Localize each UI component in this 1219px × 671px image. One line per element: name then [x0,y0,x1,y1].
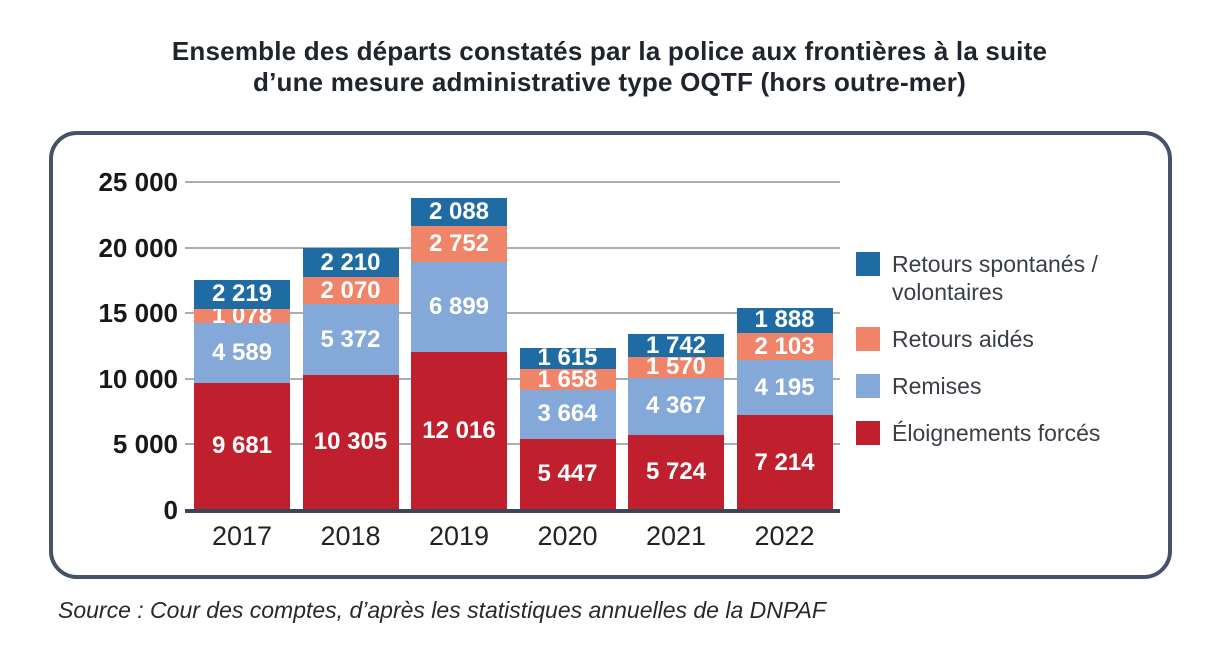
bar-value-label: 1 742 [645,331,707,359]
y-axis-label: 0 [163,495,178,525]
y-axis-label: 20 000 [98,232,178,263]
bar-segment: 5 447 [519,438,616,510]
bar-segment: 6 899 [411,261,507,353]
bar-value-label: 3 664 [537,400,598,428]
legend-swatch [856,327,880,351]
bar-value-label: 6 899 [428,293,490,321]
bar-segment: 2 752 [411,225,507,262]
gridline [185,312,840,315]
bar-segment: 1 658 [519,365,616,393]
bar-value-label: 9 681 [211,432,273,460]
bar-value-label: 4 589 [211,338,273,366]
bar-segment: 2 210 [302,248,399,278]
legend-item: Remises [856,372,1162,400]
legend-item: Retours aidés [856,325,1162,353]
chart-title-line1: Ensemble des départs constatés par la po… [171,36,1048,66]
x-axis-label: 2018 [320,521,381,551]
bar-value-label: 12 016 [422,417,496,445]
bar-value-label: 2 070 [320,276,381,304]
bar-value-label: 1 615 [537,344,598,372]
chart-title: Ensemble des départs constatés par la po… [0,36,1219,98]
legend-label: Remises [892,373,982,399]
bar-value-label: 2 752 [428,229,490,257]
bar-value-label: 5 372 [320,325,381,353]
bar-value-label: 1 888 [754,306,815,334]
bar-segment: 1 742 [628,331,724,359]
bar-segment: 2 219 [194,279,290,309]
y-axis-label: 5 000 [112,429,178,460]
bar-segment: 4 367 [628,377,724,435]
bar-segment: 10 305 [302,374,399,510]
bar-segment: 1 078 [194,303,290,327]
gridline [185,377,840,380]
bar-segment: 3 664 [519,390,616,439]
bar-segment: 7 214 [736,415,833,510]
legend-swatch [856,252,880,276]
bar-segment: 5 372 [302,304,399,375]
gridline [185,181,840,183]
bar-segment: 5 724 [628,434,724,510]
source-note: Source : Cour des comptes, d’après les s… [58,597,826,623]
bar-segment: 2 070 [302,276,399,305]
bar-segment: 1 615 [519,344,616,372]
bar-value-label: 5 724 [645,458,707,486]
bar-segment: 2 088 [411,198,507,226]
legend-swatch [856,374,880,398]
x-axis-line [185,509,840,513]
bar-segment: 1 888 [736,306,833,334]
bar-value-label: 1 658 [537,365,598,393]
bar-value-label: 1 570 [645,353,707,381]
bar-segment: 9 681 [194,382,290,510]
legend-label: Retours spontanés / volontaires [892,251,1098,305]
legend-item: Éloignements forcés [856,419,1162,447]
x-axis-label: 2017 [211,521,273,551]
legend-label: Retours aidés [892,326,1034,352]
bar-value-label: 5 447 [537,460,598,488]
x-axis-label: 2020 [537,521,598,551]
bar-segment: 2 103 [736,332,833,361]
gridline [185,443,840,446]
y-axis-label: 15 000 [98,298,178,329]
legend-swatch [856,421,880,445]
bar-value-label: 2 088 [428,198,490,226]
bar-segment: 12 016 [411,352,507,510]
chart-title-line2: d’une mesure administrative type OQTF (h… [253,67,966,97]
bar-value-label: 4 195 [754,373,815,401]
legend-item: Retours spontanés / volontaires [856,250,1162,306]
x-axis-label: 2021 [645,521,707,551]
y-axis-label: 25 000 [98,167,178,197]
bar-value-label: 2 219 [211,280,273,308]
bar-segment: 4 589 [194,322,290,383]
gridline [185,246,840,249]
x-axis-label: 2019 [428,521,490,551]
bar-value-label: 2 103 [754,332,815,360]
x-axis-label: 2022 [754,521,815,551]
legend: Retours spontanés / volontaires Retours a… [856,250,1162,447]
bar-value-label: 2 210 [320,248,381,276]
bar-value-label: 7 214 [754,448,815,476]
bar-value-label: 10 305 [313,428,388,456]
legend-label: Éloignements forcés [892,420,1101,446]
bar-segment: 4 195 [736,360,833,416]
bar-segment: 1 570 [628,353,724,381]
y-axis-label: 10 000 [98,363,178,394]
bar-value-label: 4 367 [645,392,707,420]
